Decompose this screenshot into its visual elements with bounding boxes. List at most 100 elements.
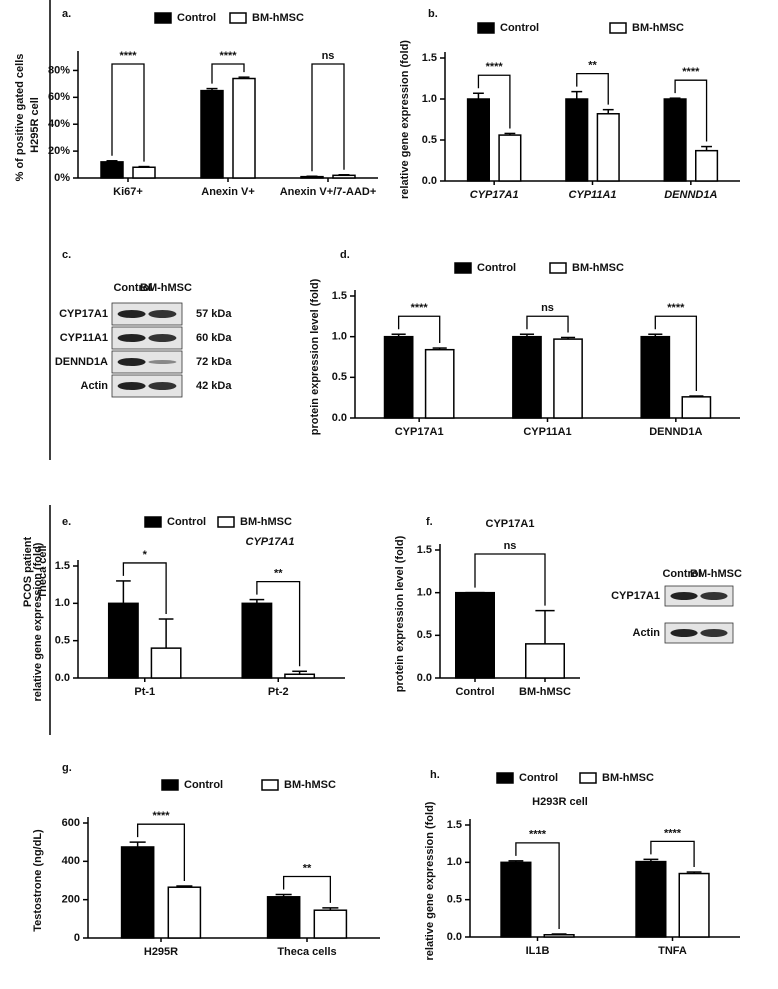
blot-column: Control [662, 568, 701, 580]
bar [498, 134, 522, 182]
significance-bracket [526, 315, 569, 333]
significance-label: ** [274, 568, 283, 580]
x-tick-label: H295R [144, 946, 178, 958]
blot-strip [111, 302, 183, 326]
blot-band [700, 629, 728, 637]
significance-bracket [654, 315, 698, 392]
legend-swatch [579, 772, 597, 784]
legend-swatch [496, 772, 514, 784]
significance-bracket [111, 63, 145, 162]
legend-label: Control [167, 516, 206, 528]
bar [640, 335, 671, 419]
y-tick-label: 1.0 [55, 597, 70, 609]
legend-swatch [144, 516, 162, 528]
blot-size: 72 kDa [196, 356, 232, 368]
blot-protein: CYP17A1 [611, 590, 660, 602]
blot-column: BM-hMSC [690, 568, 742, 580]
significance-bracket [515, 842, 560, 930]
bar [553, 338, 583, 419]
bar [383, 335, 414, 419]
y-tick-label: 0.0 [422, 175, 437, 187]
bar [150, 647, 182, 679]
panel-label: e. [62, 516, 71, 528]
x-tick-label: Pt-2 [268, 686, 289, 698]
y-axis-label: relative gene expression (fold) [32, 542, 44, 701]
y-tick-label: 1.5 [422, 52, 437, 64]
bar [120, 846, 155, 939]
panel-label: b. [428, 8, 438, 20]
blot-protein: CYP17A1 [59, 308, 108, 320]
blot-protein: DENND1A [55, 356, 108, 368]
bar [107, 602, 139, 679]
legend-label: BM-hMSC [632, 22, 684, 34]
legend-label: Control [184, 779, 223, 791]
bar [681, 396, 712, 419]
side-label: PCOS patient [22, 537, 34, 608]
x-tick-label: Theca cells [277, 946, 336, 958]
bar [284, 673, 316, 679]
blot-band [117, 310, 146, 318]
bar [596, 113, 620, 182]
legend-swatch [477, 22, 495, 34]
x-tick-label: Anexin V+/7-AAD+ [280, 186, 377, 198]
blot-band [148, 310, 177, 318]
x-tick-label: DENND1A [664, 189, 717, 201]
y-tick-label: 40% [48, 118, 70, 130]
bar [313, 909, 348, 939]
significance-label: **** [667, 302, 685, 314]
x-tick-label: Control [455, 686, 494, 698]
bar [663, 98, 687, 182]
significance-label: **** [219, 50, 237, 62]
chart-title: CYP17A1 [246, 536, 295, 548]
blot-strip [111, 374, 183, 398]
y-tick-label: 0.5 [55, 635, 70, 647]
blot-column: Control [113, 282, 152, 294]
y-tick-label: 0% [54, 172, 70, 184]
blot-size: 42 kDa [196, 380, 232, 392]
legend-swatch [161, 779, 179, 791]
x-tick-label: IL1B [526, 945, 550, 957]
significance-bracket [477, 74, 511, 129]
significance-label: ns [504, 540, 517, 552]
y-tick-label: 1.5 [55, 560, 70, 572]
bar [332, 174, 356, 179]
legend-swatch [609, 22, 627, 34]
significance-bracket [311, 63, 345, 172]
x-tick-label: CYP17A1 [470, 189, 519, 201]
bar [300, 175, 324, 179]
significance-label: **** [486, 61, 504, 73]
bar [565, 98, 589, 182]
chart-subtitle: H293R cell [532, 796, 588, 808]
legend-label: BM-hMSC [252, 12, 304, 24]
bar [132, 166, 156, 179]
blot-band [148, 382, 177, 390]
y-tick-label: 80% [48, 64, 70, 76]
x-tick-label: BM-hMSC [519, 686, 571, 698]
y-tick-label: 0.0 [447, 931, 462, 943]
chart-title: CYP17A1 [486, 518, 535, 530]
x-tick-label: Anexin V+ [201, 186, 255, 198]
legend-swatch [261, 779, 279, 791]
y-tick-label: 0.0 [332, 412, 347, 424]
blot-band [670, 629, 698, 637]
significance-bracket [650, 840, 695, 868]
significance-label: ns [322, 50, 335, 62]
y-axis-label: relative gene expression (fold) [424, 801, 436, 960]
panel-label: c. [62, 249, 71, 261]
bar [455, 591, 495, 679]
y-tick-label: 1.0 [422, 93, 437, 105]
blot-band [117, 334, 146, 342]
y-tick-label: 0.0 [55, 672, 70, 684]
x-tick-label: DENND1A [649, 426, 702, 438]
legend-label: BM-hMSC [284, 779, 336, 791]
significance-bracket [211, 63, 245, 84]
legend-label: Control [177, 12, 216, 24]
y-axis-label: relative gene expression (fold) [399, 40, 411, 199]
legend-label: BM-hMSC [572, 262, 624, 274]
y-tick-label: 0.5 [422, 134, 437, 146]
blot-band [117, 382, 146, 390]
significance-bracket [122, 562, 167, 615]
bar [266, 896, 301, 939]
bar [424, 348, 455, 419]
significance-label: **** [682, 66, 700, 78]
